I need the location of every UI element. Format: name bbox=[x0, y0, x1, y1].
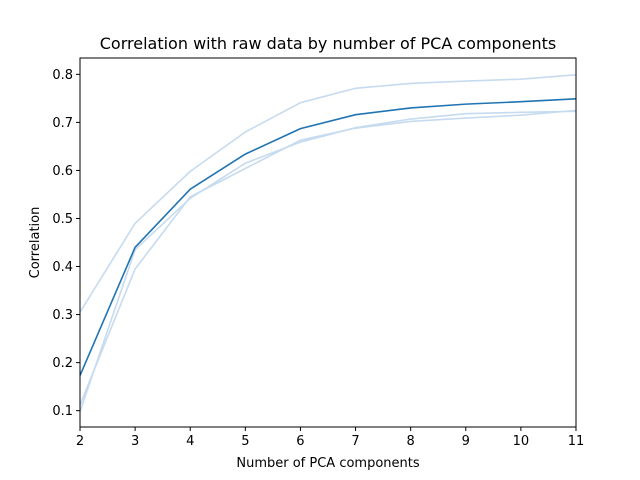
x-tick-label: 8 bbox=[407, 434, 415, 449]
x-tick-label: 7 bbox=[351, 434, 359, 449]
y-tick-label: 0.7 bbox=[52, 116, 73, 131]
series-layer bbox=[79, 74, 577, 412]
ticks-layer: 2 3 4 5 6 7 8 9 10 11 0.1 0.2 0.3 0.4 0.5 0.6 0.7 0.8 bbox=[52, 68, 584, 449]
x-tick-label: 2 bbox=[76, 434, 84, 449]
y-tick-label: 0.8 bbox=[52, 68, 73, 83]
y-tick-label: 0.5 bbox=[52, 212, 73, 227]
x-tick-label: 3 bbox=[131, 434, 139, 449]
x-tick-label: 4 bbox=[186, 434, 194, 449]
series-line-run-3 bbox=[79, 109, 577, 406]
x-tick-label: 9 bbox=[462, 434, 470, 449]
x-axis-label: Number of PCA components bbox=[236, 456, 420, 471]
x-tick-label: 10 bbox=[513, 434, 530, 449]
chart-title: Correlation with raw data by number of P… bbox=[100, 34, 556, 53]
y-tick-label: 0.6 bbox=[52, 164, 73, 179]
y-tick-label: 0.3 bbox=[52, 308, 73, 323]
x-tick-label: 11 bbox=[568, 434, 585, 449]
y-tick-label: 0.4 bbox=[52, 260, 73, 275]
x-tick-label: 6 bbox=[296, 434, 304, 449]
x-tick-label: 5 bbox=[241, 434, 249, 449]
series-line-mean bbox=[79, 98, 577, 376]
series-line-run-1 bbox=[79, 74, 577, 313]
plot-area-background bbox=[80, 58, 576, 427]
y-tick-label: 0.1 bbox=[52, 404, 73, 419]
y-axis-label: Correlation bbox=[28, 207, 43, 279]
plot-frame bbox=[79, 57, 577, 428]
y-tick-label: 0.2 bbox=[52, 356, 73, 371]
